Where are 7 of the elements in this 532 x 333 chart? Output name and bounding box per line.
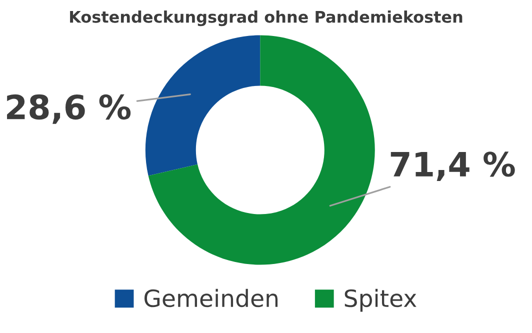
legend-label: Spitex xyxy=(344,288,416,312)
legend-label: Gemeinden xyxy=(144,288,278,308)
donut-slice xyxy=(145,35,260,176)
chart-title: Kostendeckungsgrad ohne Pandemiekosten xyxy=(70,10,462,26)
data-label: 71,4 % xyxy=(390,152,515,182)
donut-slice xyxy=(148,35,375,265)
data-label: 28,6 % xyxy=(7,94,131,124)
